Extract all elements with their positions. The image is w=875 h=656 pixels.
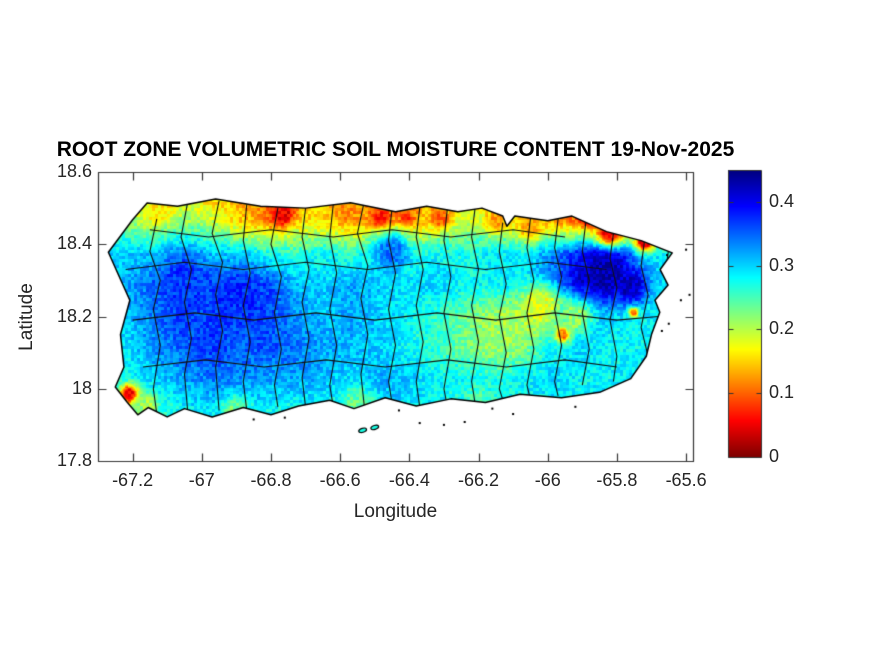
y-axis-label: Latitude: [16, 282, 37, 351]
chart-title: ROOT ZONE VOLUMETRIC SOIL MOISTURE CONTE…: [56, 138, 735, 161]
y-axis-label-wrap: Latitude: [14, 172, 40, 461]
x-axis-label: Longitude: [353, 501, 438, 522]
